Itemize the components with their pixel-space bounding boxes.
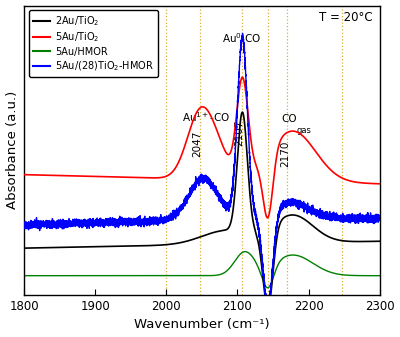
Text: 2047: 2047 bbox=[193, 131, 203, 157]
Y-axis label: Absorbance (a.u.): Absorbance (a.u.) bbox=[6, 91, 18, 209]
Text: T = 20°C: T = 20°C bbox=[319, 11, 372, 24]
Text: Au$^0$-CO: Au$^0$-CO bbox=[222, 31, 262, 44]
Text: 2170: 2170 bbox=[280, 141, 290, 167]
Text: Au$^{1+}$-CO: Au$^{1+}$-CO bbox=[182, 110, 230, 124]
X-axis label: Wavenumber (cm⁻¹): Wavenumber (cm⁻¹) bbox=[134, 318, 270, 332]
Text: CO: CO bbox=[282, 114, 297, 124]
Text: 2107: 2107 bbox=[234, 120, 244, 146]
Legend: 2Au/TiO$_2$, 5Au/TiO$_2$, 5Au/HMOR, 5Au/(28)TiO$_2$-HMOR: 2Au/TiO$_2$, 5Au/TiO$_2$, 5Au/HMOR, 5Au/… bbox=[29, 10, 158, 77]
Text: gas: gas bbox=[296, 126, 311, 135]
